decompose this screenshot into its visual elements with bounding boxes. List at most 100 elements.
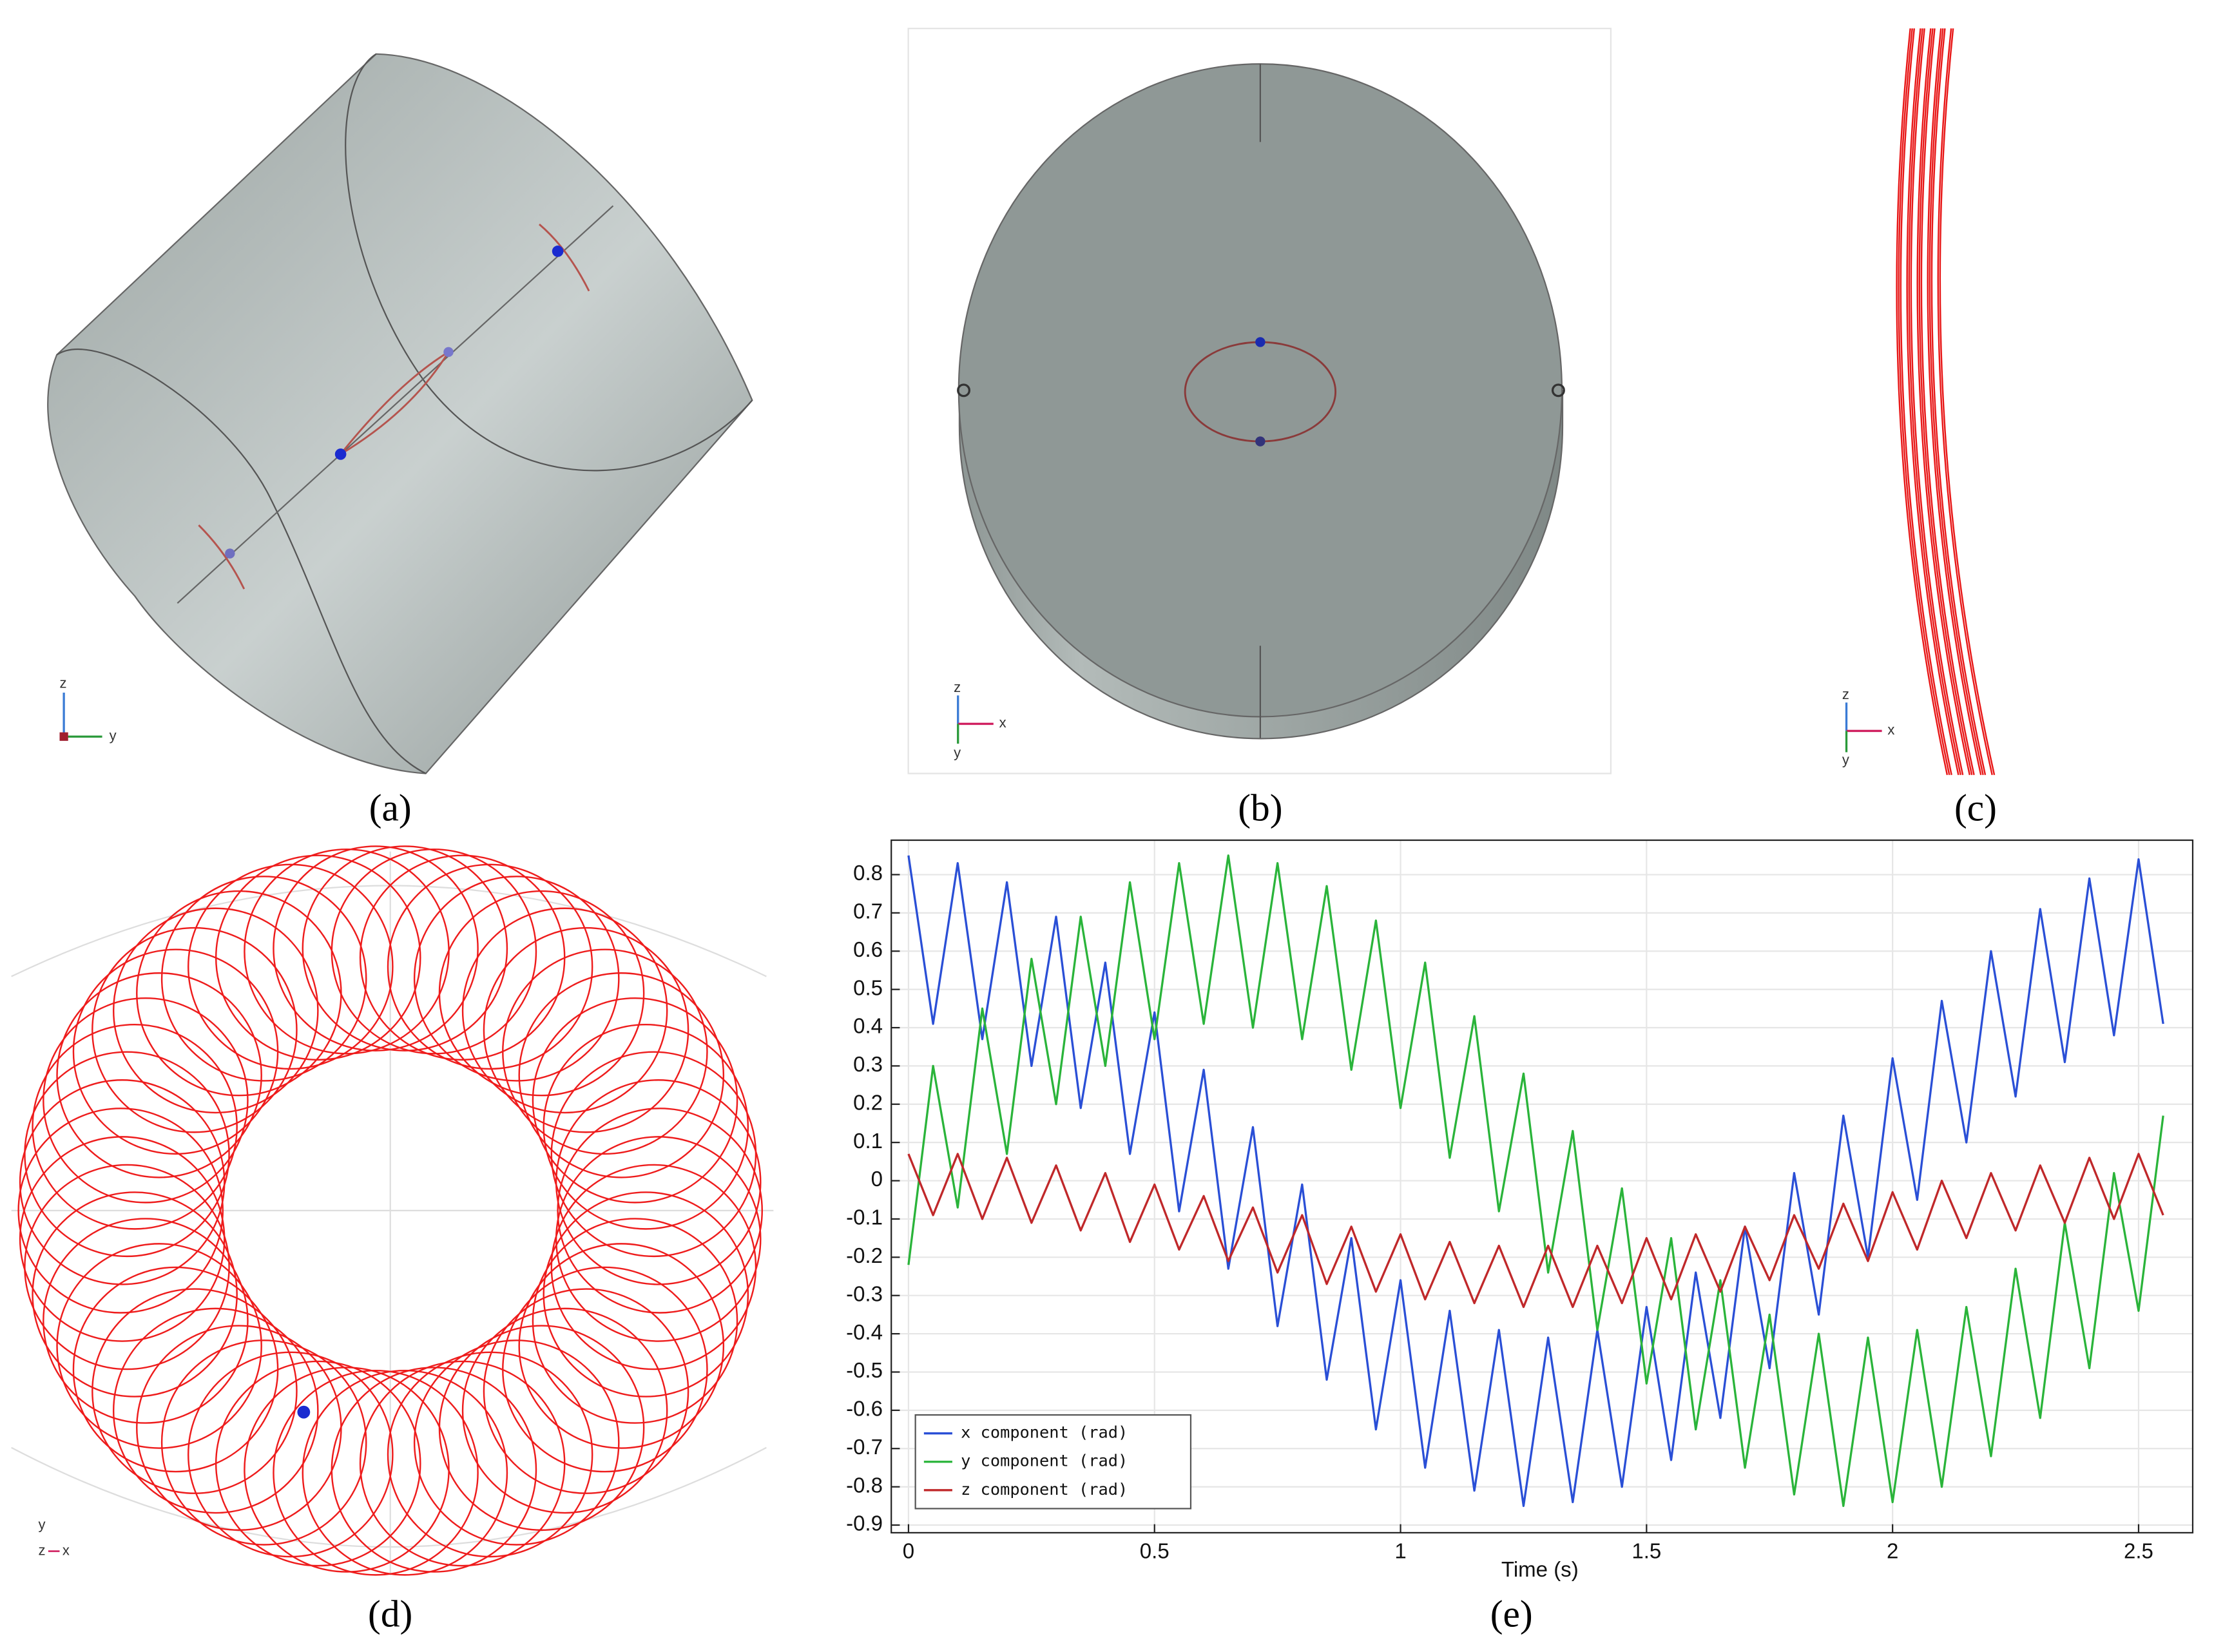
trajectory-loop [112, 1307, 319, 1514]
point [334, 448, 347, 460]
trajectory-loop [359, 1360, 566, 1567]
y-tick-label: 0.6 [853, 937, 883, 961]
y-tick-label: -0.1 [846, 1205, 883, 1229]
trajectory [1937, 28, 1993, 775]
data-line [907, 855, 2164, 1507]
trajectory [1939, 28, 1996, 775]
axis-triad: z x y [954, 679, 1006, 760]
y-tick-label: -0.9 [846, 1512, 883, 1535]
trajectory [1916, 28, 1970, 775]
trajectory-loop [72, 1266, 279, 1473]
trajectory-loop [550, 1164, 757, 1370]
trajectory [1906, 28, 1959, 775]
panel-d: y z x (d) [11, 845, 774, 1635]
trajectory [1896, 28, 1949, 775]
trajectory [1927, 28, 1982, 775]
trajectory-loop [19, 1136, 226, 1342]
legend-box [914, 1414, 1192, 1510]
trajectory [1908, 28, 1961, 775]
trajectory [1929, 28, 1984, 775]
panel-c: z x y (c) [1842, 28, 1997, 829]
y-tick-label: 0.5 [853, 975, 883, 999]
x-tick-label: 1.5 [1632, 1539, 1661, 1562]
trajectory [1900, 28, 1952, 775]
axis-label: x [999, 715, 1006, 731]
data-line [907, 854, 2164, 1507]
trajectory-loop [550, 1051, 757, 1258]
y-tick-label: -0.8 [846, 1473, 883, 1497]
panel-label: (b) [1238, 787, 1282, 829]
trajectory-loop [518, 1243, 725, 1449]
y-tick-label: 0.1 [853, 1129, 883, 1153]
y-tick-label: 0.4 [853, 1014, 883, 1038]
trajectory [1920, 28, 1975, 775]
axis-label: y [1842, 751, 1849, 767]
plot-frame [890, 839, 2194, 1533]
data-line [907, 1153, 2164, 1309]
trajectory [198, 224, 590, 590]
trajectory-loop [43, 997, 249, 1204]
trajectory-loop [438, 1325, 645, 1531]
trajectory-loop [483, 927, 689, 1133]
trajectory-loop [461, 907, 668, 1114]
y-tick-label: -0.7 [846, 1435, 883, 1459]
panel-label: (a) [369, 787, 412, 829]
trajectory-loop [387, 1351, 593, 1558]
trajectory-loop [32, 1023, 238, 1230]
y-tick-label: -0.2 [846, 1244, 883, 1267]
axis-triad: z y [59, 675, 117, 744]
trajectory-loop [17, 1108, 224, 1314]
y-tick-label: 0.7 [853, 899, 883, 923]
trajectory-loop [413, 1340, 620, 1546]
axis-label: z [60, 675, 67, 691]
trajectory [1910, 28, 1964, 775]
axis-label: x [63, 1542, 70, 1558]
point [443, 347, 454, 358]
x-tick-label: 0.5 [1140, 1539, 1170, 1562]
trajectory-loop [302, 845, 508, 1052]
trajectory-loop [438, 890, 645, 1097]
trajectory-loop [543, 1023, 749, 1230]
trajectory-loop [136, 1325, 342, 1531]
trajectory-loop [91, 927, 298, 1133]
point [225, 548, 235, 559]
axis-label: y [954, 744, 961, 760]
frame [907, 28, 1612, 774]
trajectory-loop [387, 863, 593, 1070]
trajectory-loop [24, 1164, 230, 1370]
point [297, 1405, 311, 1419]
trajectory-loop [160, 876, 367, 1082]
axis-label: y [38, 1517, 45, 1533]
panel-label: (e) [1490, 1593, 1533, 1635]
axis-triad: y z x [38, 1517, 69, 1559]
trajectory-loop [502, 1266, 708, 1473]
y-tick-label: 0 [871, 1167, 883, 1191]
point [1255, 436, 1266, 447]
x-tick-label: 2 [1887, 1539, 1898, 1562]
legend-label: y component (rad) [961, 1451, 1128, 1470]
x-tick-label: 0 [903, 1539, 914, 1562]
trajectory-loop [32, 1191, 238, 1397]
axis-label: z [954, 679, 961, 695]
trajectory-loop [56, 972, 262, 1178]
trajectory-loop [461, 1307, 668, 1514]
trajectory-loop [532, 1218, 738, 1424]
trajectory-loop [43, 1218, 249, 1424]
trajectory-loop [502, 948, 708, 1155]
y-tick-label: -0.4 [846, 1320, 883, 1344]
trajectory-loop [215, 854, 421, 1061]
axis-label: z [38, 1542, 45, 1558]
trajectory [1898, 28, 1950, 775]
y-tick-label: 0.2 [853, 1090, 883, 1114]
y-tick-label: 0.8 [853, 861, 883, 885]
legend-label: z component (rad) [961, 1479, 1128, 1499]
panel-a: z y (a) [47, 53, 753, 829]
y-tick-label: 0.3 [853, 1052, 883, 1076]
trajectory-loop [188, 863, 394, 1070]
axis-label: y [110, 727, 117, 744]
panel-label: (d) [368, 1593, 412, 1635]
trajectory-loop [543, 1191, 749, 1397]
trajectory-loop [273, 1369, 479, 1576]
trajectory-loop [555, 1079, 762, 1285]
